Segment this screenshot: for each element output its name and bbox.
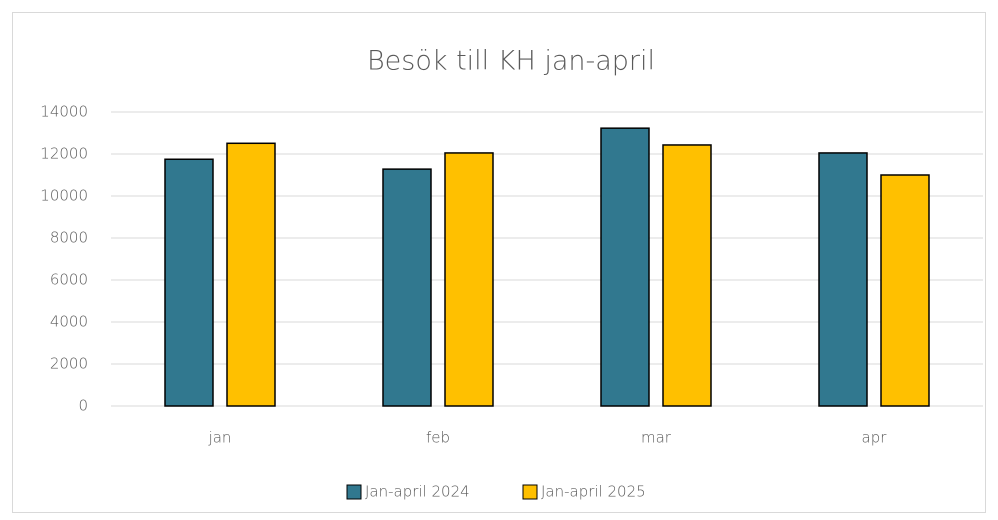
bar [880, 174, 930, 407]
x-tick-label: mar [641, 429, 672, 447]
y-tick-label: 4000 [50, 313, 88, 331]
legend-swatch [522, 484, 538, 500]
x-tick-label: apr [862, 429, 888, 447]
y-tick-label: 14000 [40, 103, 88, 121]
x-tick-label: feb [426, 429, 450, 447]
y-tick-label: 6000 [50, 271, 88, 289]
bar [818, 152, 868, 407]
bar [164, 158, 214, 407]
bar [600, 127, 650, 407]
y-tick-label: 2000 [50, 355, 88, 373]
y-tick-label: 12000 [40, 145, 88, 163]
chart-title: Besök till KH jan-april [367, 46, 655, 77]
legend-label: Jan-april 2025 [541, 483, 646, 501]
bar [662, 144, 712, 407]
y-tick-label: 10000 [40, 187, 88, 205]
y-tick-label: 8000 [50, 229, 88, 247]
bar [226, 142, 276, 407]
bar [382, 168, 432, 407]
legend-label: Jan-april 2024 [365, 483, 470, 501]
x-tick-label: jan [208, 429, 232, 447]
legend-swatch [346, 484, 362, 500]
bar [444, 152, 494, 407]
y-tick-label: 0 [78, 397, 88, 415]
